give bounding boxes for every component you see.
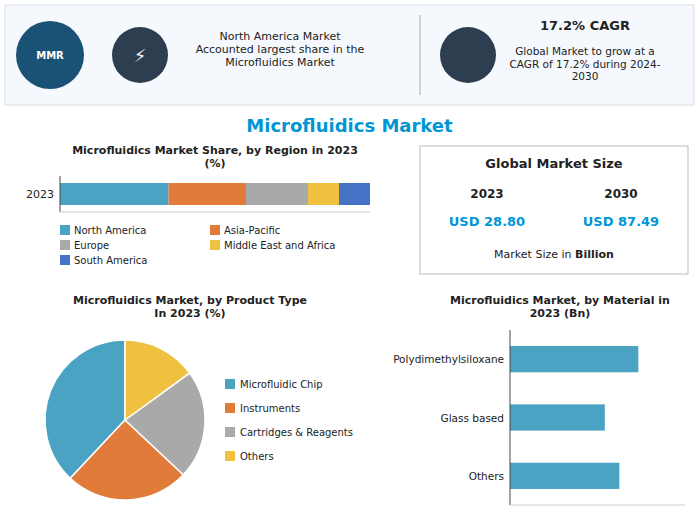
legend-label: Instruments <box>240 403 300 414</box>
pie-slice <box>125 340 190 420</box>
text-line: North America Market <box>220 30 342 43</box>
text-line: Microfluidics Market, by Material in <box>450 294 670 307</box>
panel-title: Global Market Size <box>485 156 622 171</box>
y-tick-label: Polydimethylsiloxane <box>393 353 504 365</box>
text-line: 2030 <box>572 70 599 82</box>
bar <box>510 404 605 430</box>
chart-title: Microfluidics Market Share, by Region in… <box>72 144 358 170</box>
legend-swatch <box>210 240 220 250</box>
legend-swatch <box>225 427 235 437</box>
bar-segment <box>60 183 169 205</box>
legend-label: Microfluidic Chip <box>240 379 323 390</box>
header-cagr: 17.2% CAGR <box>540 18 630 33</box>
legend-swatch <box>60 240 70 250</box>
legend-swatch <box>225 451 235 461</box>
bars <box>510 346 638 489</box>
icon-symbol: ⚡ <box>134 45 147 66</box>
chart-title: Microfluidics Market, by Product TypeIn … <box>73 294 307 320</box>
legend-label: North America <box>74 225 146 236</box>
panel-note-part: Billion <box>575 248 614 261</box>
panel-note-part: Market Size in <box>494 248 575 261</box>
header-cagr-text: Global Market to grow at aCAGR of 17.2% … <box>510 45 661 82</box>
bar <box>510 463 619 489</box>
panel-note: Market Size in Billion <box>494 248 614 261</box>
legend-swatch <box>225 379 235 389</box>
legend-label: Others <box>240 451 274 462</box>
bar <box>510 346 638 372</box>
bolt-icon <box>112 27 168 83</box>
text-line: (%) <box>204 157 225 170</box>
flame-icon <box>440 27 496 83</box>
y-tick-label: 2023 <box>26 188 54 201</box>
panel-box <box>420 146 688 274</box>
text-line: Microfluidics Market, by Product Type <box>73 294 307 307</box>
x-axis <box>60 212 370 213</box>
y-tick-label: Glass based <box>441 412 504 424</box>
bar-segment <box>339 183 370 205</box>
main-title: Microfluidics Market <box>246 115 453 136</box>
slices <box>45 340 205 500</box>
panel-value: USD 87.49 <box>583 214 659 229</box>
globe-icon <box>16 21 84 89</box>
header-box <box>5 5 694 105</box>
y-axis <box>510 330 511 505</box>
bar-segment <box>308 183 339 205</box>
bars <box>60 183 370 205</box>
icon-label: MMR <box>36 50 64 61</box>
text-line: Microfluidics Market Share, by Region in… <box>72 144 358 157</box>
legend-swatch <box>60 255 70 265</box>
header-text: North America MarketAccounted largest sh… <box>196 30 365 69</box>
text-line: CAGR of 17.2% during 2024- <box>510 58 661 70</box>
legend-label: Cartridges & Reagents <box>240 427 353 438</box>
legend-label: South America <box>74 255 148 266</box>
text-line: Accounted largest share in the <box>196 43 365 56</box>
legend-swatch <box>210 225 220 235</box>
bar-segment <box>246 183 308 205</box>
legend-swatch <box>60 225 70 235</box>
panel-year: 2023 <box>470 187 503 201</box>
text-line: Global Market to grow at a <box>515 45 655 57</box>
legend-label: Europe <box>74 240 109 251</box>
divider <box>420 15 421 95</box>
text-line: Microfluidics Market <box>225 56 335 69</box>
infographic: MMR ⚡ North America MarketAccounted larges… <box>0 0 699 519</box>
chart-title: Microfluidics Market, by Material in2023… <box>450 294 670 320</box>
text-line: 2023 (Bn) <box>530 307 591 320</box>
legend-swatch <box>225 403 235 413</box>
panel-value: USD 28.80 <box>449 214 525 229</box>
x-axis <box>510 505 685 506</box>
bar-segment <box>169 183 247 205</box>
panel-year: 2030 <box>604 187 637 201</box>
text-line: In 2023 (%) <box>154 307 225 320</box>
y-tick-label: Others <box>469 470 504 482</box>
legend-label: Middle East and Africa <box>224 240 335 251</box>
y-axis <box>60 176 61 212</box>
legend-label: Asia-Pacific <box>224 225 280 236</box>
